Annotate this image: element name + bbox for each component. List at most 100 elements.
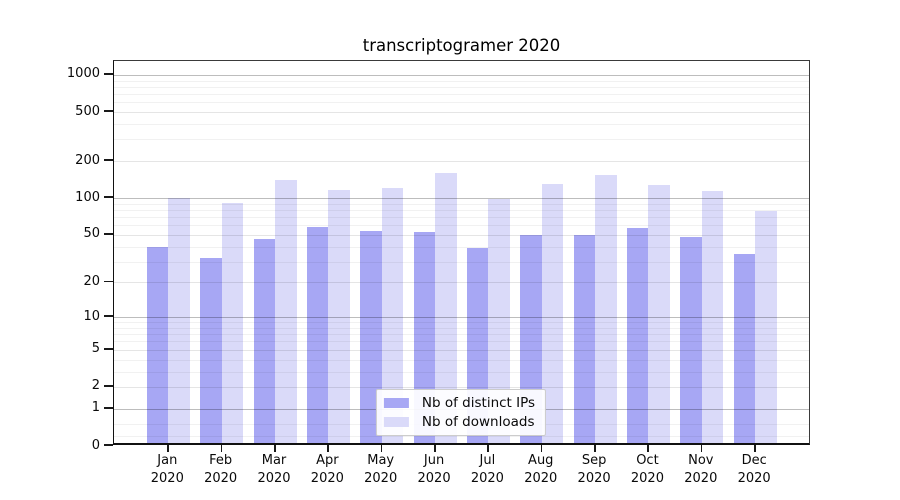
x-tick-feb: [220, 445, 223, 452]
gridline-40: [114, 246, 809, 248]
gridline-700: [114, 94, 809, 96]
bar-nb-of-downloads-mar: [275, 180, 297, 443]
y-tick-label-5: 5: [91, 341, 100, 357]
gridline-4: [114, 359, 809, 361]
y-tick-0: [104, 444, 113, 446]
x-tick-label-jul: Jul 2020: [470, 453, 504, 486]
x-tick-oct: [647, 445, 649, 452]
chart-title: transcriptogramer 2020: [362, 36, 561, 55]
y-tick-label-50: 50: [83, 226, 100, 242]
gridline-900: [114, 80, 809, 82]
y-tick-1000: [104, 73, 113, 75]
x-tick-label-dec: Dec 2020: [737, 453, 771, 486]
x-tick-label-feb: Feb 2020: [204, 453, 238, 486]
x-tick-label-aug: Aug 2020: [524, 453, 558, 486]
x-tick-nov: [700, 445, 703, 452]
x-tick-mar: [274, 445, 276, 452]
x-tick-jul: [487, 445, 489, 452]
y-tick-2: [104, 385, 113, 387]
x-tick-jan: [167, 445, 169, 452]
y-tick-label-10: 10: [83, 308, 100, 324]
bar-nb-of-downloads-dec: [755, 211, 777, 443]
legend-swatch-distinct-ips: [383, 398, 409, 408]
x-tick-jun: [434, 445, 436, 452]
bar-nb-of-downloads-jul: [488, 199, 510, 443]
gridline-10: [114, 317, 809, 319]
gridline-70: [114, 217, 809, 219]
bar-nb-of-downloads-sep: [595, 175, 617, 443]
x-tick-may: [380, 445, 383, 452]
bar-nb-of-downloads-may: [381, 188, 404, 443]
bar-nb-of-distinct-ips-oct: [626, 227, 649, 443]
x-tick-label-may: May 2020: [364, 453, 398, 486]
bar-nb-of-distinct-ips-sep: [573, 234, 596, 443]
gridline-600: [114, 102, 809, 104]
x-tick-label-apr: Apr 2020: [310, 453, 344, 486]
y-tick-label-1: 1: [91, 400, 100, 416]
bar-nb-of-downloads-oct: [648, 184, 670, 443]
y-tick-label-200: 200: [75, 152, 100, 168]
bar-nb-of-downloads-apr: [328, 190, 350, 443]
gridline-400: [114, 124, 809, 126]
gridline-90: [114, 203, 809, 205]
gridline-0.2: [114, 436, 809, 438]
x-tick-label-jun: Jun 2020: [417, 453, 451, 486]
x-tick-sep: [594, 445, 596, 452]
gridline-30: [114, 261, 809, 263]
bar-nb-of-downloads-feb: [221, 202, 244, 443]
bar-nb-of-distinct-ips-dec: [733, 253, 756, 443]
y-tick-label-1000: 1000: [66, 66, 100, 82]
legend-label-distinct-ips: Nb of distinct IPs: [421, 395, 536, 411]
y-tick-1: [104, 407, 113, 409]
x-tick-label-jan: Jan 2020: [150, 453, 184, 486]
x-tick-dec: [754, 445, 756, 452]
y-tick-500: [104, 110, 113, 112]
gridline-20: [114, 282, 809, 284]
legend-swatch-downloads: [383, 417, 409, 427]
legend: Nb of distinct IPs Nb of downloads: [375, 389, 547, 436]
bar-nb-of-downloads-jan: [168, 197, 190, 443]
bar-nb-of-downloads-aug: [541, 184, 564, 443]
gridline-3: [114, 371, 809, 373]
y-tick-10: [104, 315, 113, 317]
bar-nb-of-distinct-ips-apr: [306, 226, 329, 443]
gridline-100: [114, 198, 809, 200]
x-tick-apr: [327, 445, 329, 452]
y-tick-label-500: 500: [75, 103, 100, 119]
bar-nb-of-downloads-nov: [701, 190, 724, 443]
bar-nb-of-distinct-ips-jan: [146, 246, 169, 443]
gridline-5: [114, 349, 809, 351]
gridline-500: [114, 112, 809, 114]
x-tick-label-mar: Mar 2020: [257, 453, 291, 486]
y-tick-label-0: 0: [91, 437, 100, 453]
y-tick-label-20: 20: [83, 273, 100, 289]
gridline-80: [114, 209, 809, 211]
gridline-2: [114, 386, 809, 388]
legend-item-distinct-ips: Nb of distinct IPs: [383, 395, 536, 411]
gridline-800: [114, 86, 809, 88]
y-tick-200: [104, 159, 113, 161]
bar-nb-of-downloads-jun: [435, 173, 457, 443]
x-tick-label-nov: Nov 2020: [684, 453, 718, 486]
legend-label-downloads: Nb of downloads: [421, 414, 535, 430]
bar-nb-of-distinct-ips-mar: [253, 239, 275, 443]
gridline-60: [114, 225, 809, 227]
bar-nb-of-distinct-ips-nov: [680, 236, 702, 443]
bar-nb-of-distinct-ips-feb: [200, 258, 222, 443]
y-tick-label-2: 2: [91, 378, 100, 394]
gridline-8: [114, 327, 809, 329]
legend-item-downloads: Nb of downloads: [383, 414, 535, 430]
gridline-7: [114, 334, 809, 336]
x-tick-label-oct: Oct 2020: [630, 453, 664, 486]
gridline-300: [114, 139, 809, 141]
y-tick-5: [104, 348, 113, 350]
gridline-1000: [114, 74, 809, 76]
gridline-6: [114, 341, 809, 343]
plot-area: [113, 60, 810, 445]
y-tick-100: [104, 196, 113, 198]
gridline-9: [114, 322, 809, 324]
gridline-50: [114, 234, 809, 236]
y-tick-20: [104, 280, 113, 283]
x-tick-aug: [540, 445, 543, 452]
